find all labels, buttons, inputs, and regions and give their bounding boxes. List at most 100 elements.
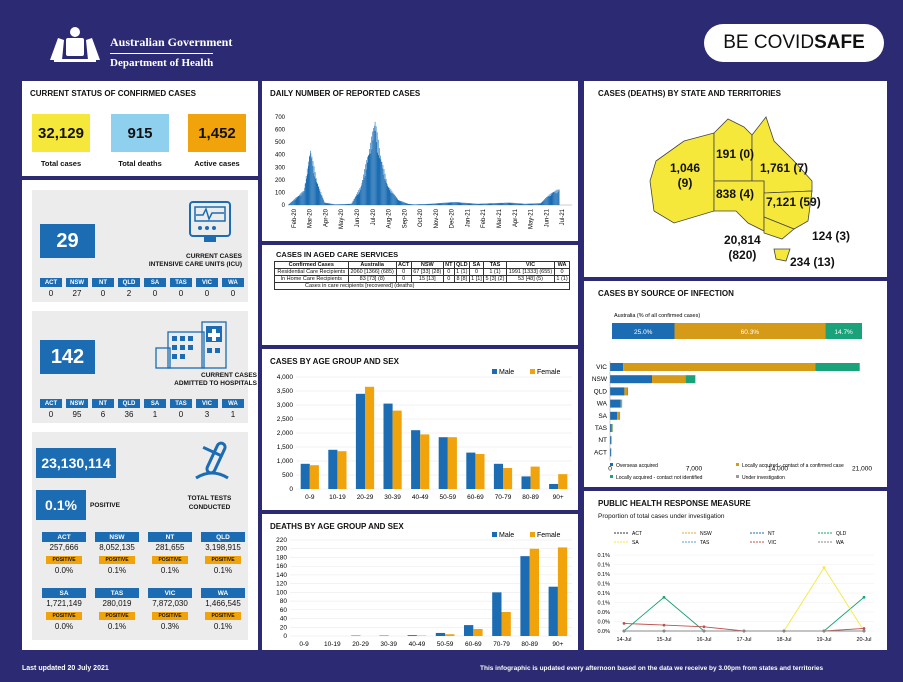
daily-bar xyxy=(532,203,533,205)
daily-bar xyxy=(373,127,374,205)
icu-value: 29 xyxy=(40,224,95,258)
tests-state-value-act: 257,666 xyxy=(49,543,79,552)
bar-female xyxy=(473,629,483,636)
daily-bar xyxy=(484,203,486,205)
daily-bar xyxy=(479,203,481,205)
daily-bar xyxy=(352,200,354,205)
aged-cell: 0 xyxy=(442,268,455,276)
daily-bar xyxy=(452,202,453,205)
series-point xyxy=(622,622,626,625)
daily-bar xyxy=(297,196,299,205)
daily-bar xyxy=(550,195,552,205)
summary-segment xyxy=(612,323,675,339)
daily-bar xyxy=(469,203,471,205)
daily-bar xyxy=(548,194,550,205)
map-label-sa: 838 (4) xyxy=(716,187,755,201)
aged-cell: 53 [48] (5) xyxy=(505,275,556,283)
daily-bar xyxy=(296,197,298,205)
daily-bar xyxy=(552,192,553,205)
daily-cases-chart: 0 100 200 300 400 500 600 700 Feb-20 Mar-20 Apr-20… xyxy=(275,115,572,229)
series-point xyxy=(822,566,826,570)
daily-bar xyxy=(293,200,295,205)
daily-bar xyxy=(527,203,528,205)
daily-bar xyxy=(535,203,536,205)
daily-bar xyxy=(440,203,442,205)
legend-swatch xyxy=(492,369,497,374)
daily-bar xyxy=(361,183,363,205)
daily-bar xyxy=(514,202,515,205)
summary-label: 25.0% xyxy=(634,329,653,336)
source-bar xyxy=(611,424,613,432)
daily-bar xyxy=(304,187,305,205)
daily-bar xyxy=(458,202,460,205)
daily-bar xyxy=(391,190,393,205)
daily-bar xyxy=(460,202,462,205)
daily-bar xyxy=(345,203,347,205)
daily-bar xyxy=(558,191,559,205)
legend-label: VIC xyxy=(768,540,777,546)
daily-bar xyxy=(528,203,529,205)
hospital-value: 142 xyxy=(40,340,95,374)
x-tick-label: Apr-20 xyxy=(323,208,329,227)
x-tick-label: 50-59 xyxy=(439,494,456,501)
daily-bar xyxy=(502,202,503,205)
phrm-chart: ACT NSW NT QLD SA TAS VIC WA 0.0% 0.0% 0.0% 0.1% 0.1… xyxy=(597,531,874,643)
daily-bar xyxy=(362,180,364,205)
daily-bar xyxy=(525,203,527,205)
daily-bar xyxy=(497,203,499,205)
daily-bar xyxy=(388,186,390,205)
daily-bar xyxy=(294,199,296,205)
daily-bar xyxy=(498,203,500,205)
y-tick-label: 0 xyxy=(282,203,286,209)
daily-bar xyxy=(325,202,326,205)
daily-bar xyxy=(507,202,508,205)
daily-bar xyxy=(492,203,493,205)
state-tag-vic: VIC xyxy=(196,278,218,287)
daily-bar xyxy=(451,202,453,205)
tests-state-tag-nt: NT xyxy=(148,532,192,542)
daily-bar xyxy=(416,204,418,205)
tests-state-tag-wa: WA xyxy=(201,588,245,598)
tests-state-tag-tas: TAS xyxy=(95,588,139,598)
daily-bar xyxy=(402,201,403,205)
daily-bar xyxy=(376,142,377,205)
daily-bar xyxy=(442,203,444,205)
daily-bar xyxy=(324,202,326,205)
aged-cell: 67 [33] (28) xyxy=(410,268,444,276)
daily-bar xyxy=(365,169,367,205)
y-tick-label: 0.0% xyxy=(597,629,610,635)
daily-bar xyxy=(340,204,341,205)
daily-bar xyxy=(421,204,423,205)
daily-bar xyxy=(353,199,355,205)
daily-bar xyxy=(330,203,331,205)
summary-segment xyxy=(825,323,862,339)
total-tests-value: 23,130,114 xyxy=(36,448,116,478)
x-tick-label: 15-Jul xyxy=(657,637,672,643)
aged-header: QLD xyxy=(453,261,470,269)
daily-bar xyxy=(384,179,385,205)
daily-bar xyxy=(374,125,375,205)
map-label-wa: 1,046 (9) xyxy=(670,161,701,190)
daily-bar xyxy=(505,203,507,205)
daily-bar xyxy=(455,202,456,205)
x-tick-label: 70-79 xyxy=(493,641,510,648)
daily-bar xyxy=(309,156,311,205)
daily-bar xyxy=(410,203,411,205)
daily-bar xyxy=(428,204,430,205)
bar-female xyxy=(529,548,540,636)
source-state-label: WA xyxy=(597,401,608,408)
aged-cell: In Home Care Recipients xyxy=(274,275,349,283)
daily-bar xyxy=(555,190,557,205)
bar-female xyxy=(365,386,375,489)
daily-bar xyxy=(523,203,524,205)
map-label-nsw: 7,121 (59) xyxy=(766,195,821,209)
daily-bar xyxy=(400,201,402,205)
daily-bar xyxy=(361,185,362,205)
y-tick-label: 40 xyxy=(280,616,288,623)
daily-bar xyxy=(502,202,504,205)
daily-bar xyxy=(328,203,330,205)
daily-bar xyxy=(401,201,403,205)
daily-bar xyxy=(320,193,321,205)
x-tick-label: Jan-21 xyxy=(465,208,471,227)
daily-bar xyxy=(378,155,380,205)
